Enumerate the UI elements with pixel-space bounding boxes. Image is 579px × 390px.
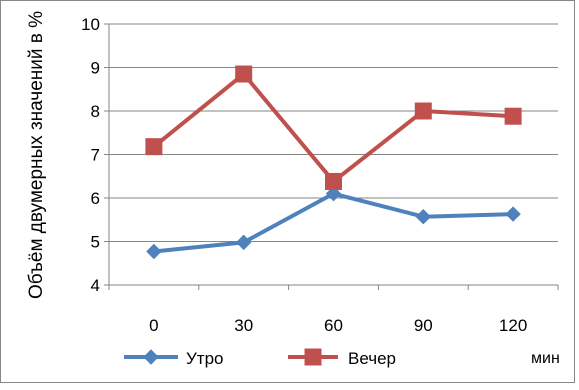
- series: [145, 65, 522, 260]
- data-point: [146, 243, 162, 260]
- gridlines: [109, 23, 558, 242]
- data-point: [235, 234, 252, 251]
- y-tick-label: 9: [91, 59, 100, 78]
- data-point: [414, 102, 432, 120]
- data-point: [504, 107, 522, 125]
- legend-item: Вечер: [288, 348, 396, 368]
- legend-marker: [143, 349, 159, 365]
- x-tick-label: 30: [234, 316, 253, 335]
- x-tick-label: 0: [149, 316, 158, 335]
- legend-label: Вечер: [348, 349, 396, 368]
- series-vecher: [145, 65, 522, 190]
- x-tick-label: 120: [499, 316, 527, 335]
- y-tick-label: 8: [91, 102, 100, 121]
- axes: 4 5 6 7 8 9 10 0 30 60 90 120: [81, 15, 559, 335]
- x-axis-unit-label: мин: [531, 350, 560, 367]
- x-tick-label: 90: [414, 316, 433, 335]
- y-tick-label: 10: [81, 15, 100, 34]
- data-point: [505, 206, 521, 222]
- legend-label: Утро: [186, 349, 224, 368]
- y-tick-label: 6: [91, 189, 100, 208]
- y-tick-label: 5: [91, 233, 100, 252]
- data-point: [235, 65, 253, 83]
- data-point: [325, 172, 342, 190]
- y-axis-title: Объём двумерных значений в %: [26, 11, 47, 299]
- y-tick-label: 7: [91, 146, 100, 165]
- data-point: [415, 208, 432, 225]
- chart-border: [0, 0, 575, 383]
- data-point: [145, 138, 163, 156]
- series-utro: [146, 185, 521, 260]
- legend-marker: [304, 348, 322, 366]
- legend: Утро Вечер: [124, 348, 396, 368]
- y-tick-label: 4: [91, 276, 100, 295]
- data-point: [325, 185, 342, 202]
- x-tick-label: 60: [324, 316, 343, 335]
- legend-item: Утро: [124, 349, 224, 368]
